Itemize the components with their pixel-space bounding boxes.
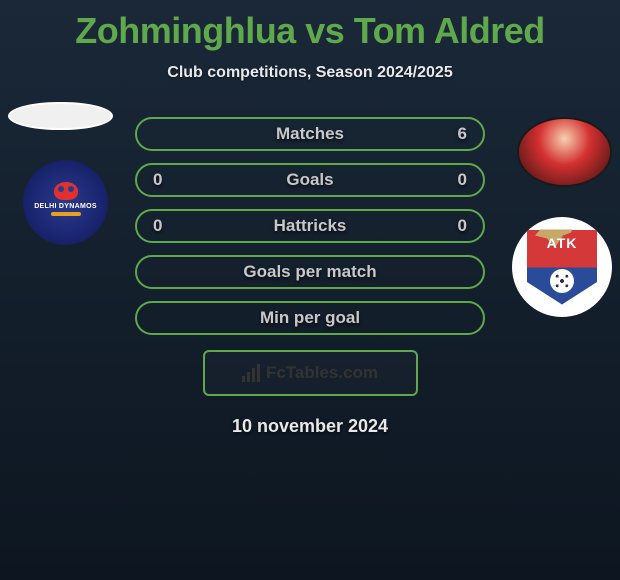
stats-column: Matches 6 0 Goals 0 0 Hattricks 0 Goals … <box>135 117 485 335</box>
stat-row-goals: 0 Goals 0 <box>135 163 485 197</box>
stat-label: Matches <box>193 124 427 144</box>
stat-label: Goals <box>193 170 427 190</box>
stat-label: Min per goal <box>193 308 427 328</box>
club2-shield-icon: ATK <box>527 230 597 305</box>
stat-row-min-per-goal: Min per goal <box>135 301 485 335</box>
player1-stack: DELHI DYNAMOS <box>8 102 113 245</box>
club2-ball-icon <box>550 269 574 293</box>
snapshot-date: 10 november 2024 <box>0 416 620 437</box>
club1-logo: DELHI DYNAMOS <box>23 160 108 245</box>
club2-name: ATK <box>547 235 578 251</box>
stat-left-value: 0 <box>153 170 193 190</box>
comparison-content: DELHI DYNAMOS ATK Matches 6 0 Goals 0 0 … <box>0 117 620 437</box>
stat-label: Goals per match <box>193 262 427 282</box>
player1-photo <box>8 102 113 130</box>
club1-stripe <box>51 212 81 216</box>
stat-left-value: 0 <box>153 216 193 236</box>
stat-right-value: 0 <box>427 216 467 236</box>
stat-row-matches: Matches 6 <box>135 117 485 151</box>
club1-name: DELHI DYNAMOS <box>34 203 97 210</box>
club1-mask-icon <box>54 182 78 200</box>
player2-stack: ATK <box>517 117 612 317</box>
watermark-box: FcTables.com <box>203 350 418 396</box>
watermark-bars-icon <box>242 364 260 382</box>
stat-row-goals-per-match: Goals per match <box>135 255 485 289</box>
season-subtitle: Club competitions, Season 2024/2025 <box>0 64 620 82</box>
stat-row-hattricks: 0 Hattricks 0 <box>135 209 485 243</box>
player2-photo <box>517 117 612 187</box>
stat-right-value: 0 <box>427 170 467 190</box>
club2-logo: ATK <box>512 217 612 317</box>
page-title: Zohminghlua vs Tom Aldred <box>0 0 620 52</box>
watermark-text: FcTables.com <box>266 363 378 383</box>
stat-label: Hattricks <box>193 216 427 236</box>
stat-right-value: 6 <box>427 124 467 144</box>
